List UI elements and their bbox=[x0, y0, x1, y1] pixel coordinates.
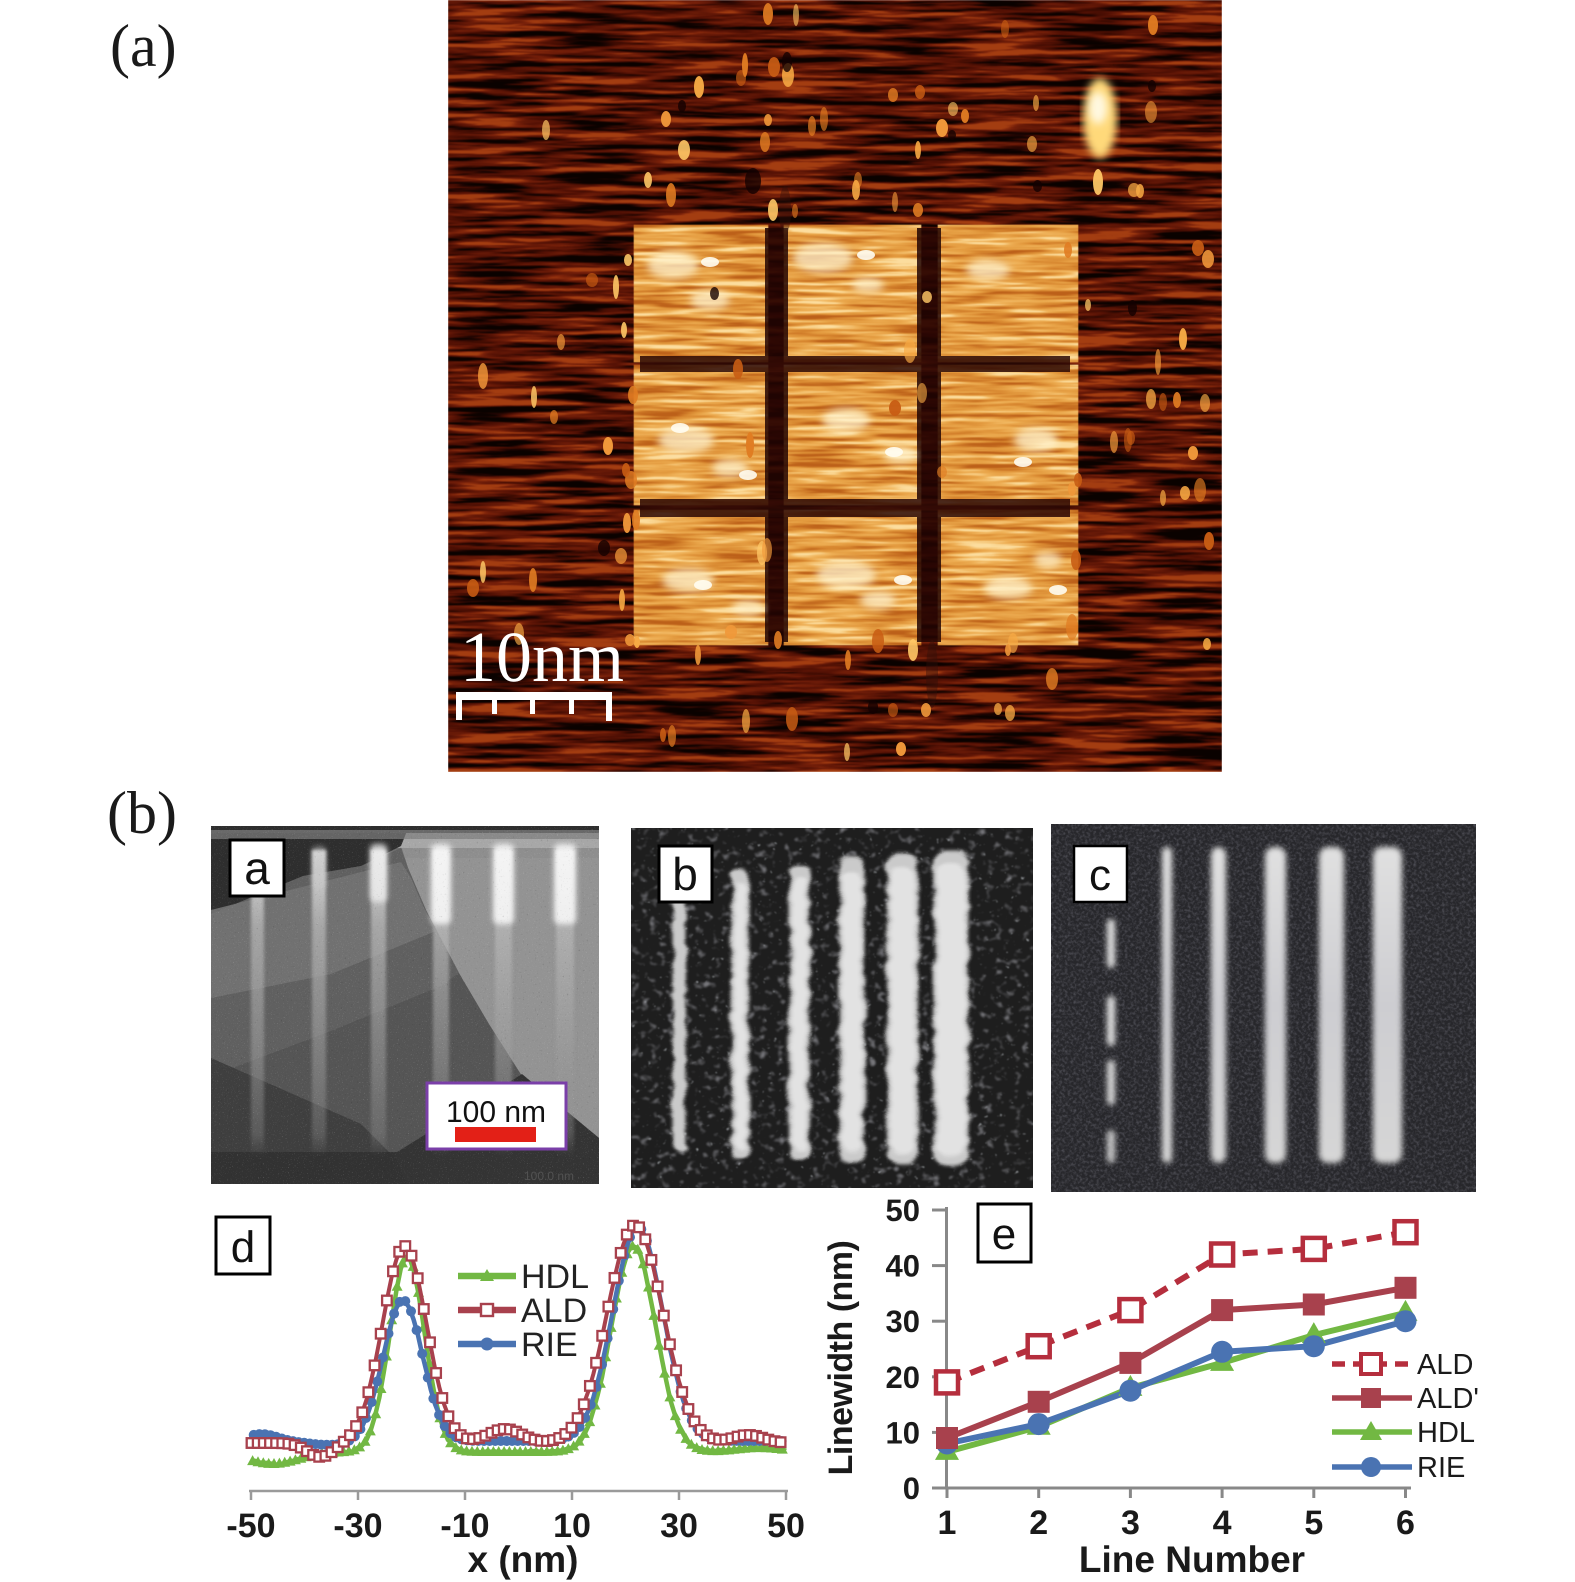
svg-text:Linewidth (nm): Linewidth (nm) bbox=[822, 1241, 860, 1476]
svg-text:RIE: RIE bbox=[1417, 1452, 1465, 1484]
svg-text:6: 6 bbox=[1396, 1504, 1415, 1542]
svg-text:b: b bbox=[672, 848, 698, 900]
svg-text:100.0 nm: 100.0 nm bbox=[524, 1169, 574, 1183]
svg-text:50: 50 bbox=[767, 1507, 805, 1545]
svg-text:e: e bbox=[992, 1210, 1016, 1259]
svg-text:30: 30 bbox=[886, 1304, 920, 1339]
svg-text:ALD': ALD' bbox=[1417, 1383, 1479, 1415]
svg-text:HDL: HDL bbox=[1417, 1417, 1475, 1449]
svg-text:10: 10 bbox=[886, 1415, 920, 1450]
svg-text:100 nm: 100 nm bbox=[446, 1096, 546, 1129]
svg-text:-10: -10 bbox=[440, 1507, 489, 1545]
svg-text:ALD: ALD bbox=[521, 1292, 587, 1330]
svg-text:HDL: HDL bbox=[521, 1258, 589, 1296]
svg-text:10nm: 10nm bbox=[460, 617, 624, 697]
svg-text:a: a bbox=[244, 842, 270, 894]
svg-text:c: c bbox=[1089, 851, 1111, 900]
svg-text:50: 50 bbox=[886, 1193, 920, 1228]
svg-text:3: 3 bbox=[1121, 1504, 1140, 1542]
svg-text:x (nm): x (nm) bbox=[468, 1539, 579, 1580]
svg-text:-30: -30 bbox=[333, 1507, 382, 1545]
svg-text:40: 40 bbox=[886, 1249, 920, 1284]
svg-text:Line Number: Line Number bbox=[1079, 1539, 1305, 1580]
svg-text:-50: -50 bbox=[226, 1507, 275, 1545]
svg-text:2: 2 bbox=[1029, 1504, 1048, 1542]
svg-text:0: 0 bbox=[903, 1471, 920, 1506]
svg-text:20: 20 bbox=[886, 1360, 920, 1395]
svg-text:5: 5 bbox=[1304, 1504, 1323, 1542]
svg-text:4: 4 bbox=[1213, 1504, 1232, 1542]
svg-text:RIE: RIE bbox=[521, 1326, 578, 1364]
svg-text:1: 1 bbox=[938, 1504, 957, 1542]
svg-text:30: 30 bbox=[660, 1507, 698, 1545]
svg-text:d: d bbox=[231, 1223, 255, 1272]
svg-text:10: 10 bbox=[553, 1507, 591, 1545]
svg-text:ALD: ALD bbox=[1417, 1349, 1473, 1381]
